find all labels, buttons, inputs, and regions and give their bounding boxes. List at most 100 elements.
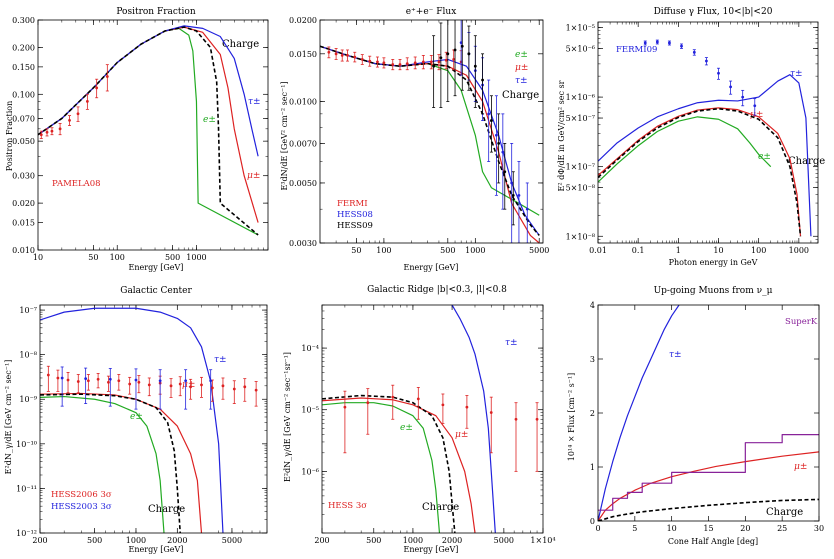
series-group <box>598 39 812 237</box>
series-line-charge <box>598 498 819 521</box>
series-hess09 <box>432 20 515 226</box>
y-tick-label: 5×10⁻⁸ <box>566 184 595 193</box>
panel-positron-fraction: Positron Fraction Positron Fraction Ener… <box>5 7 261 272</box>
annotation-charge: Charge <box>222 39 259 50</box>
annotation-tau: τ± <box>515 76 528 86</box>
annotation-tau: τ± <box>248 97 261 107</box>
x-tick-label: 1000 <box>126 536 146 545</box>
annotation-tau: τ± <box>505 338 518 348</box>
annotation-electron: e± <box>758 152 771 162</box>
data-point <box>95 86 99 90</box>
legend-label-superk: SuperK <box>785 317 818 327</box>
data-point <box>134 378 138 382</box>
annotation-muon: μ± <box>750 110 763 120</box>
y-axis-label: 10¹⁴ × Flux [cm⁻² s⁻¹] <box>567 373 576 462</box>
plot-frame <box>37 19 269 251</box>
chart-title: Positron Fraction <box>116 7 195 17</box>
data-point <box>741 95 745 99</box>
legend-label-hess08: HESS08 <box>337 210 373 220</box>
x-tick-label: 10 <box>713 246 723 255</box>
data-point <box>467 52 471 56</box>
x-tick-label: 0.01 <box>589 246 607 255</box>
x-tick-label: 30 <box>814 524 824 533</box>
data-point <box>510 181 514 185</box>
y-tick-label: 0.0050 <box>289 179 317 188</box>
x-tick-label: 5000 <box>529 246 549 255</box>
series-group <box>320 20 540 243</box>
panel-electron-positron-flux: e⁺+e⁻ Flux E³dN/dE [GeV² cm⁻² sec⁻¹] Ene… <box>280 7 539 272</box>
data-point <box>514 417 518 421</box>
y-tick-label: 10⁻⁵ <box>301 406 319 415</box>
y-tick-label: 10⁻⁶ <box>301 467 319 476</box>
data-point <box>501 150 505 154</box>
series-line-e- <box>598 116 772 183</box>
data-point <box>184 379 188 383</box>
legend-label-fermi09: FERMI09 <box>616 45 657 55</box>
series-line-charge <box>598 107 802 237</box>
y-tick-label: 4 <box>590 301 595 310</box>
x-tick-label: 500 <box>440 246 455 255</box>
y-tick-label: 10⁻¹² <box>16 529 37 538</box>
y-axis-label: E²dN_γ/dE [GeV cm⁻² sec⁻¹sr⁻¹] <box>283 352 292 482</box>
data-point <box>490 119 493 122</box>
series-line-- <box>598 107 802 237</box>
data-point <box>459 41 463 45</box>
chart-title: Galactic Center <box>120 286 192 296</box>
panel-upgoing-muons: Up-going Muons from ν_μ 10¹⁴ × Flux [cm⁻… <box>567 286 818 546</box>
series-line-e- <box>322 402 441 533</box>
x-tick-label: 1×10⁴ <box>530 536 555 545</box>
y-axis-label: E²dN_γ/dE [GeV cm⁻² sec⁻¹] <box>4 360 13 475</box>
data-point <box>432 64 436 68</box>
y-tick-label: 0.030 <box>12 172 35 181</box>
y-tick-label: 5×10⁻⁶ <box>566 44 595 53</box>
y-axis-label: E² dΦ/dE in GeV/cm² sec sr <box>557 80 566 191</box>
data-point <box>76 380 80 383</box>
data-point <box>503 170 507 174</box>
data-point <box>360 58 364 61</box>
data-point <box>511 193 515 197</box>
data-point <box>346 53 349 57</box>
data-point <box>705 59 708 63</box>
x-tick-label: 100 <box>376 246 391 255</box>
x-axis-label: Photon energy in GeV <box>669 258 758 267</box>
data-point <box>343 405 347 409</box>
annotation-electron: e± <box>400 423 413 433</box>
legend-label-pamela08: PAMELA08 <box>52 179 101 189</box>
annotation-charge: Charge <box>148 504 185 515</box>
series-line-- <box>40 307 224 533</box>
data-point <box>391 63 395 66</box>
annotation-charge: Charge <box>422 502 459 513</box>
data-point <box>50 129 54 133</box>
x-tick-label: 1000 <box>465 246 485 255</box>
data-point <box>169 384 173 388</box>
data-point <box>137 380 141 384</box>
plot-area: 0.01 0.1 1 10 100 1000 1×10⁻⁸ 5×10⁻⁸ 1×10⁻⁷ 5×10⁻… <box>566 21 819 255</box>
x-tick-label: 1000 <box>186 253 206 262</box>
data-point <box>668 41 671 45</box>
series-line-- <box>598 74 812 237</box>
y-tick-label: 10⁻⁸ <box>19 351 37 360</box>
series-group <box>598 305 819 521</box>
series-line-e- <box>40 395 165 533</box>
plot-area: 50 100 500 1000 5000 0.0030 0.0050 0.0070 0.0100… <box>289 16 549 255</box>
data-point <box>232 387 236 391</box>
chart-title: Diffuse γ Flux, 10<|b|<20 <box>654 7 773 17</box>
x-tick-label: 200 <box>314 536 329 545</box>
x-tick-label: 500 <box>87 536 102 545</box>
data-point <box>453 48 457 52</box>
chart-title: e⁺+e⁻ Flux <box>406 7 457 17</box>
plot-area: 10 50 100 500 1000 0.010 0.015 0.020 0.030 0.050 0… <box>12 16 269 262</box>
series-line-- <box>322 397 476 533</box>
annotation-muon: μ± <box>455 430 468 440</box>
data-point <box>729 85 732 89</box>
data-point <box>158 379 162 383</box>
x-tick-label: 50 <box>351 246 361 255</box>
series-group <box>38 25 259 236</box>
data-point <box>368 59 372 63</box>
series-hess-3- <box>343 384 539 472</box>
data-point <box>525 207 529 211</box>
y-tick-label: 0.0200 <box>289 16 317 25</box>
y-tick-label: 0 <box>590 517 595 526</box>
plot-frame <box>597 21 819 244</box>
